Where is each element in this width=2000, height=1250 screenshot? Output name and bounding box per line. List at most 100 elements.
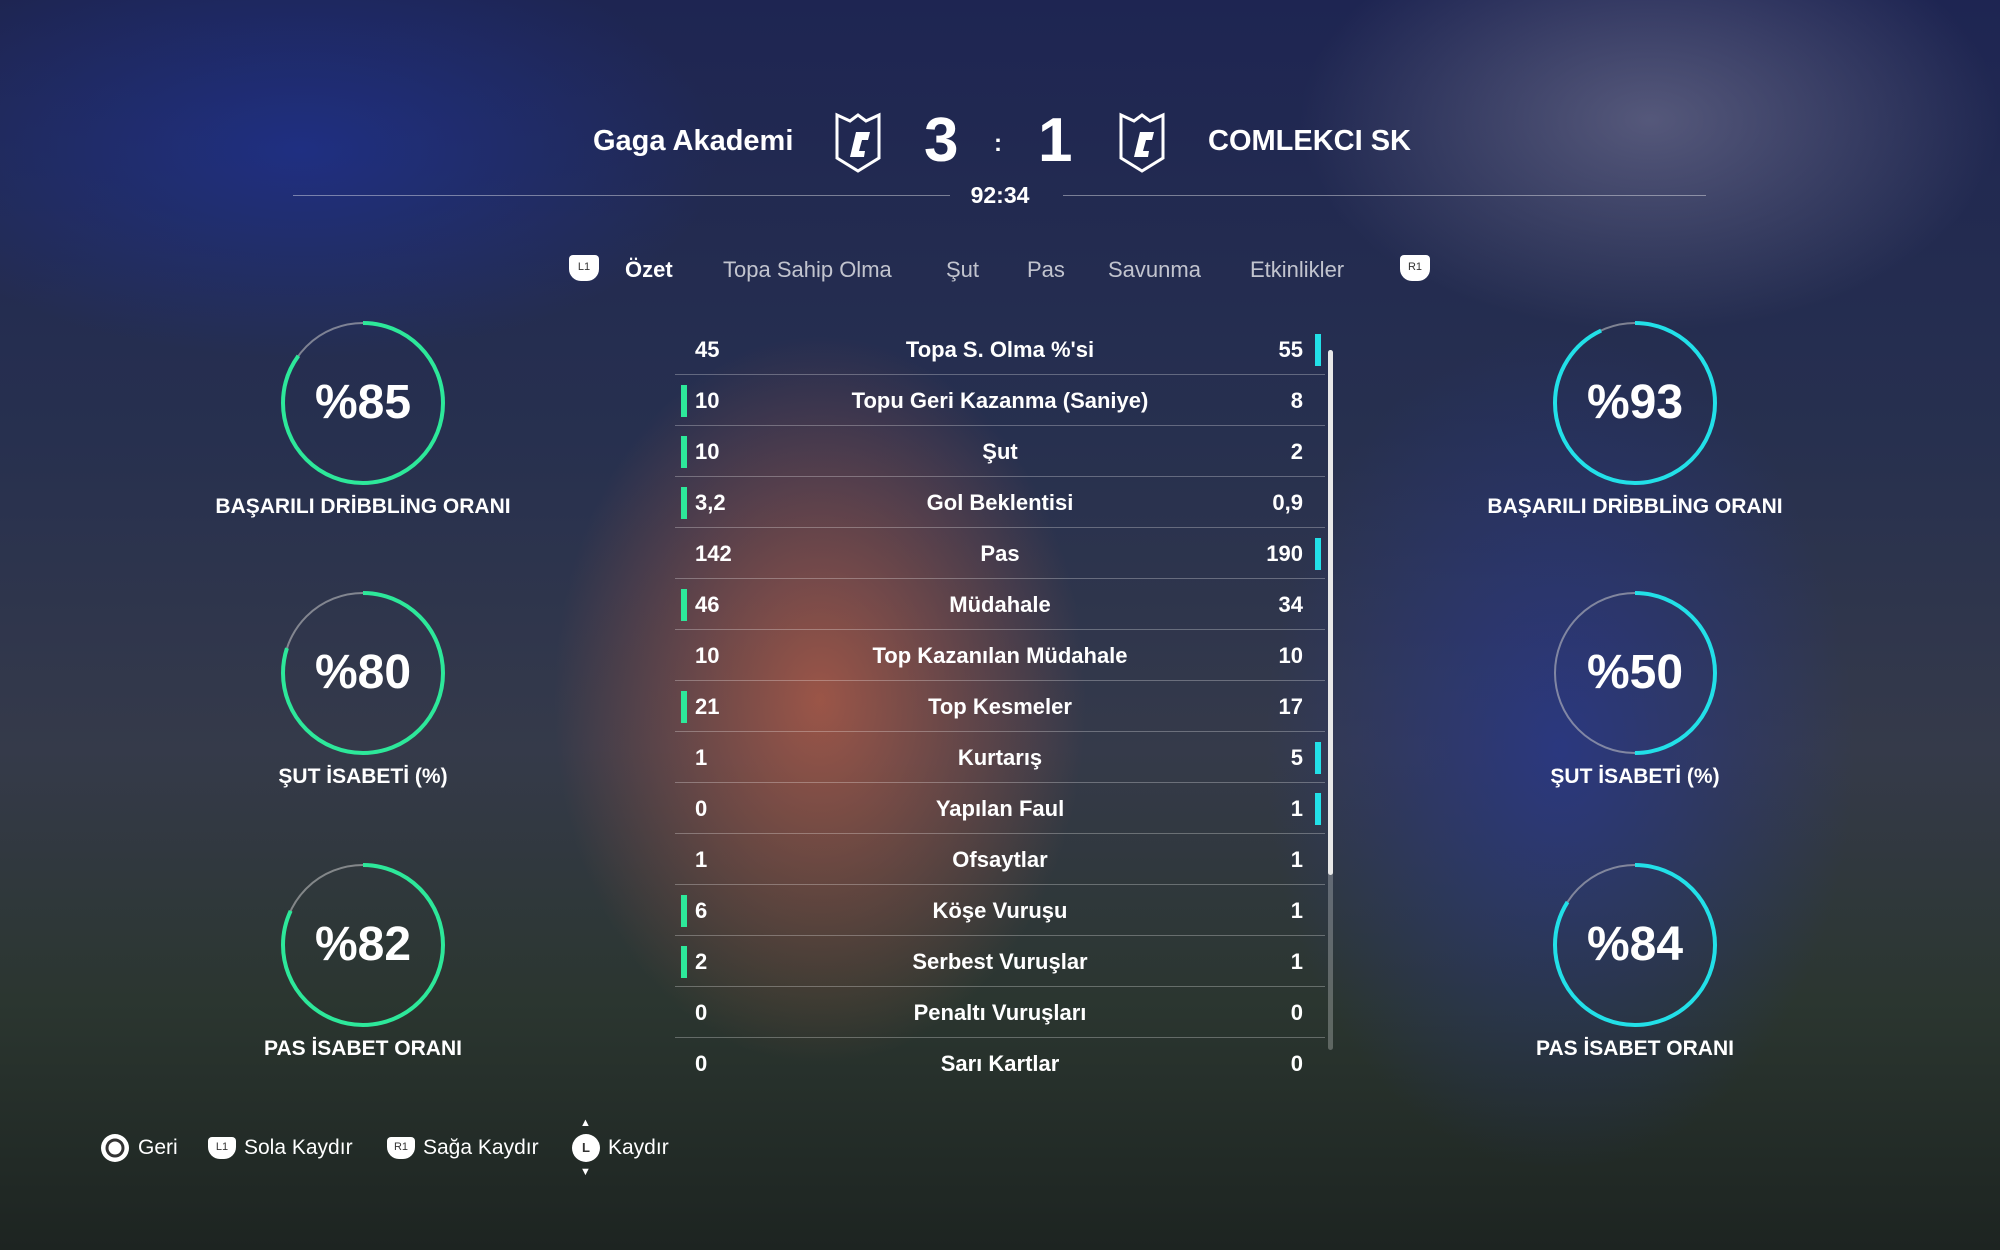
stat-row: 0 Sarı Kartlar 0 <box>675 1038 1325 1089</box>
stat-row: 142 Pas 190 <box>675 528 1325 579</box>
progress-ring <box>1553 321 1717 485</box>
home-leader-bar <box>681 691 687 723</box>
home-leader-bar <box>681 436 687 468</box>
stat-row: 10 Topu Geri Kazanma (Saniye) 8 <box>675 375 1325 426</box>
stat-row: 6 Köşe Vuruşu 1 <box>675 885 1325 936</box>
away-team-crest-icon <box>1119 112 1165 173</box>
stat-label: Köşe Vuruşu <box>932 898 1068 923</box>
tab-topa-sahip-olma[interactable]: Topa Sahip Olma <box>723 257 892 282</box>
stat-row: 21 Top Kesmeler 17 <box>675 681 1325 732</box>
hint-label: Sola Kaydır <box>244 1136 353 1159</box>
progress-ring-fill <box>281 863 445 1027</box>
tab-ozet[interactable]: Özet <box>625 257 673 282</box>
stat-row: 3,2 Gol Beklentisi 0,9 <box>675 477 1325 528</box>
progress-ring <box>1553 591 1717 755</box>
progress-ring-fill <box>1553 591 1717 755</box>
tab-pas[interactable]: Pas <box>1027 257 1065 282</box>
home-team-crest-icon <box>835 112 881 173</box>
tab-savunma[interactable]: Savunma <box>1108 257 1201 282</box>
stat-label: Pas <box>980 541 1020 566</box>
ring-label: ŞUT İSABETİ (%) <box>1550 765 1720 788</box>
home-leader-bar <box>681 385 687 417</box>
home-leader-bar <box>681 589 687 621</box>
home-leader-bar <box>681 895 687 927</box>
away-team-name: COMLEKCI SK <box>1208 125 1411 157</box>
away-value: 34 <box>1278 592 1303 617</box>
ring-value: %93 <box>1586 376 1684 429</box>
home-value: 0 <box>695 1051 708 1076</box>
home-value: 142 <box>695 541 732 566</box>
tab-etkinlikler[interactable]: Etkinlikler <box>1250 257 1345 282</box>
away-leader-bar <box>1315 742 1321 774</box>
stat-row: 0 Penaltı Vuruşları 0 <box>675 987 1325 1038</box>
progress-ring-fill <box>1553 863 1717 1027</box>
stats-table: 45 Topa S. Olma %'si 55 10 Topu Geri Kazanma… <box>675 324 1325 1089</box>
away-value: 8 <box>1290 388 1303 413</box>
stat-label: Top Kesmeler <box>928 694 1072 719</box>
away-value: 1 <box>1290 847 1303 872</box>
ring-value: %84 <box>1586 918 1684 971</box>
score-separator: : <box>994 130 1002 157</box>
ring-value: %50 <box>1586 646 1684 699</box>
stat-row: 10 Top Kazanılan Müdahale 10 <box>675 630 1325 681</box>
stat-label: Sarı Kartlar <box>940 1051 1060 1076</box>
home-team-name: Gaga Akademi <box>593 125 794 157</box>
stat-label: Yapılan Faul <box>935 796 1065 821</box>
hint-label: Kaydır <box>608 1136 669 1159</box>
r1-button-icon[interactable]: R1 <box>1400 255 1430 281</box>
home-value: 45 <box>695 337 720 362</box>
ring-label: BAŞARILI DRİBBLİNG ORANI <box>215 495 511 518</box>
ring-label: BAŞARILI DRİBBLİNG ORANI <box>1487 495 1783 518</box>
away-value: 17 <box>1278 694 1303 719</box>
stat-row: 0 Yapılan Faul 1 <box>675 783 1325 834</box>
away-leader-bar <box>1315 538 1321 570</box>
hint-scroll-right[interactable]: R1 Sağa Kaydır <box>387 1133 539 1163</box>
stat-label: Kurtarış <box>957 745 1043 770</box>
l1-button-icon[interactable]: L1 <box>569 255 599 281</box>
away-value: 0 <box>1290 1000 1303 1025</box>
progress-ring-fill <box>1553 321 1717 485</box>
progress-ring-fill <box>281 321 445 485</box>
header-divider <box>1063 195 1706 196</box>
l1-button-icon: L1 <box>208 1137 236 1159</box>
home-value: 6 <box>695 898 708 923</box>
home-value: 2 <box>695 949 708 974</box>
header-divider <box>293 195 950 196</box>
left-stick-icon: L <box>572 1134 600 1162</box>
stat-label: Müdahale <box>949 592 1051 617</box>
away-value: 1 <box>1290 949 1303 974</box>
progress-ring <box>1553 863 1717 1027</box>
home-value: 1 <box>695 745 708 770</box>
away-value: 190 <box>1266 541 1303 566</box>
hint-scroll[interactable]: L Kaydır <box>572 1133 669 1163</box>
arrow-down-icon: ▼ <box>580 1166 591 1178</box>
circle-button-icon <box>101 1134 129 1162</box>
hint-scroll-left[interactable]: L1 Sola Kaydır <box>208 1133 353 1163</box>
stat-row: 2 Serbest Vuruşlar 1 <box>675 936 1325 987</box>
away-value: 5 <box>1290 745 1303 770</box>
home-value: 10 <box>695 439 720 464</box>
away-value: 55 <box>1278 337 1303 362</box>
ring-label: ŞUT İSABETİ (%) <box>278 765 448 788</box>
away-value: 10 <box>1278 643 1303 668</box>
home-leader-bar <box>681 946 687 978</box>
home-value: 3,2 <box>695 490 726 515</box>
stat-row: 1 Ofsaytlar 1 <box>675 834 1325 885</box>
hint-back[interactable]: Geri <box>100 1133 178 1163</box>
hint-label: Geri <box>138 1136 178 1159</box>
scrollbar-thumb[interactable] <box>1328 350 1333 875</box>
home-value: 21 <box>695 694 720 719</box>
progress-ring <box>281 863 445 1027</box>
stat-label: Topa S. Olma %'si <box>905 337 1095 362</box>
home-value: 10 <box>695 643 720 668</box>
stat-row: 10 Şut 2 <box>675 426 1325 477</box>
home-value: 0 <box>695 1000 708 1025</box>
ring-value: %85 <box>314 376 412 429</box>
home-value: 10 <box>695 388 720 413</box>
away-value: 1 <box>1290 898 1303 923</box>
stat-label: Şut <box>982 439 1018 464</box>
r1-button-icon: R1 <box>387 1137 415 1159</box>
match-time: 92:34 <box>970 182 1030 208</box>
tab-sut[interactable]: Şut <box>946 257 980 282</box>
away-leader-bar <box>1315 334 1321 366</box>
